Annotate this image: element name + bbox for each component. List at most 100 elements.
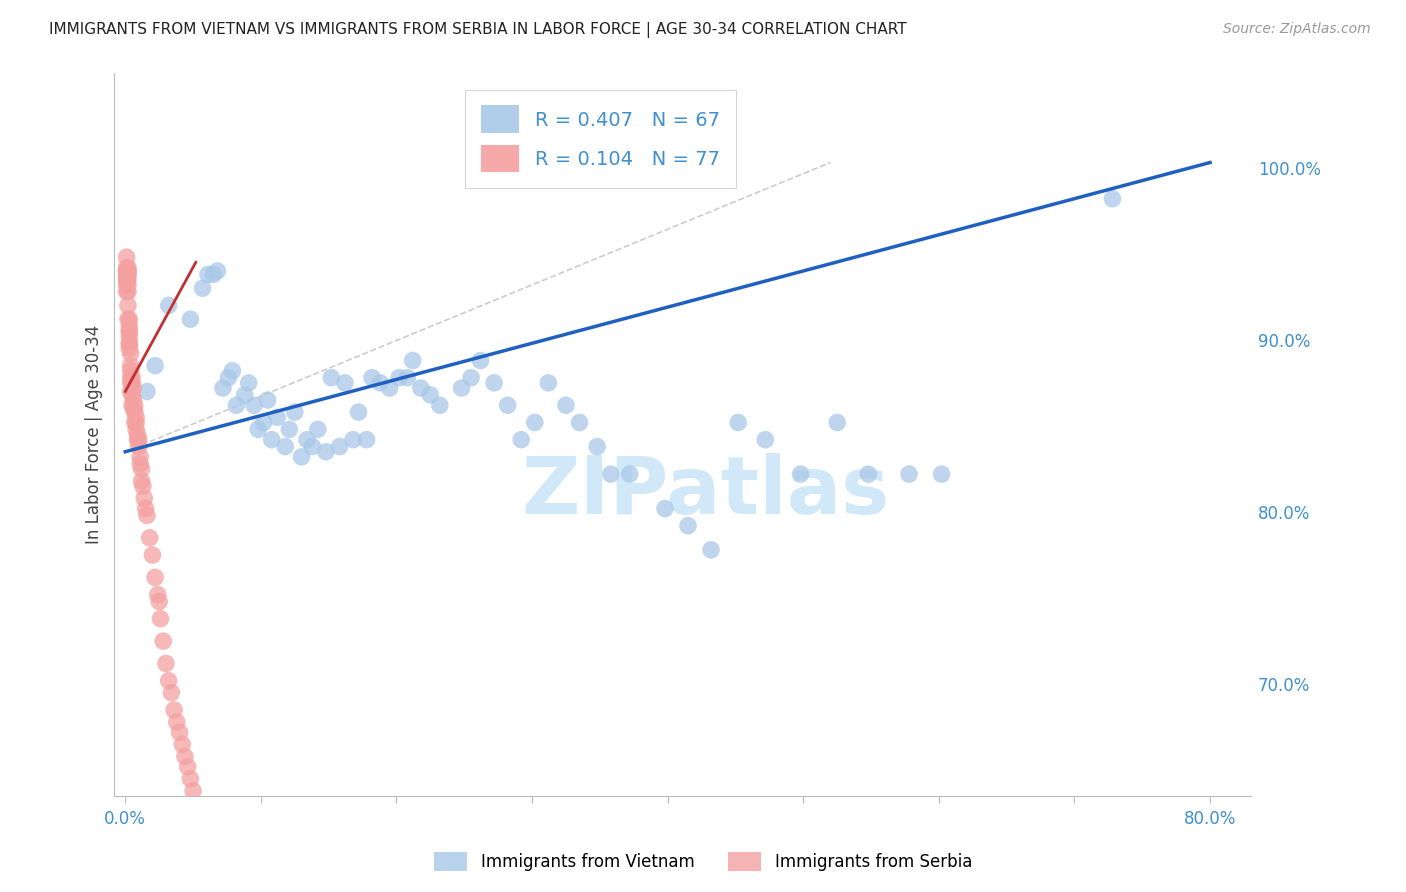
Point <box>143 359 166 373</box>
Point <box>125 410 148 425</box>
Point <box>117 277 139 292</box>
Point <box>179 772 201 786</box>
Point <box>155 657 177 671</box>
Point <box>134 491 156 506</box>
Point <box>247 422 270 436</box>
Point <box>396 370 419 384</box>
Point <box>347 405 370 419</box>
Point <box>117 272 139 286</box>
Point <box>166 714 188 729</box>
Point <box>127 427 149 442</box>
Point <box>120 384 142 399</box>
Point <box>115 272 138 286</box>
Point <box>207 264 229 278</box>
Point <box>274 440 297 454</box>
Text: Source: ZipAtlas.com: Source: ZipAtlas.com <box>1223 22 1371 37</box>
Text: IMMIGRANTS FROM VIETNAM VS IMMIGRANTS FROM SERBIA IN LABOR FORCE | AGE 30-34 COR: IMMIGRANTS FROM VIETNAM VS IMMIGRANTS FR… <box>49 22 907 38</box>
Point <box>654 501 676 516</box>
Point <box>191 281 214 295</box>
Point <box>118 336 141 351</box>
Point <box>333 376 356 390</box>
Point <box>146 588 169 602</box>
Point <box>284 405 307 419</box>
Point <box>120 364 142 378</box>
Point <box>131 462 153 476</box>
Point <box>125 416 148 430</box>
Point <box>122 393 145 408</box>
Point <box>118 324 141 338</box>
Point <box>212 381 235 395</box>
Point <box>321 370 343 384</box>
Point <box>243 398 266 412</box>
Point <box>120 376 142 390</box>
Point <box>160 686 183 700</box>
Point <box>619 467 641 482</box>
Point <box>179 312 201 326</box>
Point <box>388 370 411 384</box>
Text: ZIPatlas: ZIPatlas <box>522 453 890 532</box>
Point <box>290 450 312 464</box>
Point <box>295 433 318 447</box>
Point <box>307 422 329 436</box>
Point <box>124 405 146 419</box>
Point <box>163 703 186 717</box>
Point <box>238 376 260 390</box>
Point <box>419 388 441 402</box>
Point <box>328 440 350 454</box>
Point <box>315 444 337 458</box>
Point <box>523 416 546 430</box>
Point <box>700 542 723 557</box>
Point <box>727 416 749 430</box>
Point <box>118 336 141 351</box>
Point <box>118 329 141 343</box>
Point <box>368 376 391 390</box>
Point <box>278 422 301 436</box>
Point <box>510 433 533 447</box>
Point <box>135 501 157 516</box>
Point <box>260 433 283 447</box>
Point <box>233 388 256 402</box>
Point <box>342 433 364 447</box>
Point <box>115 268 138 282</box>
Point <box>470 353 492 368</box>
Point <box>157 673 180 688</box>
Point <box>157 298 180 312</box>
Point <box>122 401 145 416</box>
Point <box>128 440 150 454</box>
Point <box>115 277 138 292</box>
Point <box>121 370 143 384</box>
Point <box>117 264 139 278</box>
Point <box>496 398 519 412</box>
Point <box>118 324 141 338</box>
Point <box>120 370 142 384</box>
Point <box>115 260 138 275</box>
Point <box>1101 192 1123 206</box>
Point <box>136 508 159 523</box>
Point <box>450 381 472 395</box>
Point <box>115 264 138 278</box>
Point <box>131 474 153 488</box>
Point <box>482 376 505 390</box>
Point <box>129 450 152 464</box>
Point <box>197 268 219 282</box>
Point <box>117 264 139 278</box>
Point <box>132 479 155 493</box>
Point <box>117 268 139 282</box>
Point <box>429 398 451 412</box>
Point <box>124 398 146 412</box>
Point <box>129 457 152 471</box>
Point <box>118 342 141 356</box>
Point <box>120 346 142 360</box>
Point <box>121 376 143 390</box>
Point <box>117 268 139 282</box>
Point <box>301 440 323 454</box>
Point <box>225 398 247 412</box>
Point <box>169 725 191 739</box>
Point <box>125 422 148 436</box>
Point <box>148 594 170 608</box>
Point <box>898 467 921 482</box>
Point <box>128 433 150 447</box>
Point <box>118 319 141 334</box>
Y-axis label: In Labor Force | Age 30-34: In Labor Force | Age 30-34 <box>86 325 103 544</box>
Point <box>256 393 278 408</box>
